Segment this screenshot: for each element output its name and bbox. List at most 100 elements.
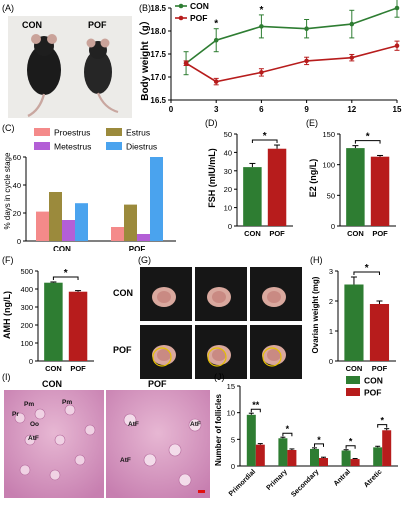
amh-bar-pof (68, 291, 88, 361)
e2-y-label: E2 (ng/L) (308, 159, 318, 198)
follicle-bar-pof-secondary (319, 458, 328, 466)
cycle-x-tick-label: CON (53, 245, 71, 251)
cycle-bar-proestrus-con (36, 211, 49, 241)
histology-con-image (4, 390, 104, 498)
fsh-y-tick-label: 40 (224, 148, 232, 157)
histology-follicle (123, 413, 137, 427)
cycle-legend-swatch (106, 128, 122, 136)
follicle-x-tick-label: Primordial (228, 468, 257, 497)
panel-b-label: (B) (139, 3, 151, 13)
ovary-tissue-center (157, 291, 171, 303)
follicle-x-tick-label: Secondary (290, 468, 320, 498)
bw-significance-star: * (214, 19, 218, 30)
mouse-label-con: CON (22, 20, 42, 30)
mouse-pof (84, 38, 119, 114)
ow-y-tick-label: 0 (329, 357, 333, 366)
histology-annotation-con: Pm (24, 401, 34, 408)
bw-point-con (304, 26, 309, 32)
follicle-bar-con-secondary (310, 448, 319, 466)
follicle-significance-star: * (317, 435, 321, 445)
bw-line-pof (185, 44, 398, 83)
histology-follicle (24, 434, 36, 446)
e2-chart: (E) E2 (ng/L) 0 50 100 150 CON POF * (306, 118, 396, 238)
bw-point-pof (183, 60, 189, 66)
histology-annotation-con: AtF (28, 435, 39, 442)
bw-point-pof (259, 70, 264, 75)
panel-a-svg: (A) CON POF (2, 3, 132, 118)
e2-bar-pof (370, 156, 390, 226)
bw-y-tick-label: 16.5 (150, 96, 166, 105)
histology-annotation-pof: AtF (128, 421, 139, 428)
bw-point-pof (213, 79, 219, 84)
ovary-tissue-center (267, 349, 281, 361)
follicle-bar-pof-primary (287, 450, 297, 466)
histology-follicle (168, 443, 182, 457)
follicle-significance-star: * (286, 424, 290, 434)
bw-x-tick-label: 15 (393, 105, 402, 114)
panel-h: (H) Ovarian weight (mg) 0 1 2 3 CON POF * (308, 253, 404, 383)
histology-annotation-pof: AtF (120, 457, 131, 464)
panel-b: (B) Body weight（g） 16.5 17.0 17.5 18.0 18.5 0… (135, 0, 404, 120)
follicle-y-label: Number of follicles (214, 393, 223, 466)
follicle-y-tick-label: 0 (231, 462, 235, 471)
histology-annotation-con: Pm (62, 399, 72, 406)
bw-x-tick-label: 9 (304, 105, 309, 114)
e2-y-tick-label: 150 (322, 130, 335, 139)
follicle-significance-star: * (349, 437, 353, 447)
histology-follicle (188, 418, 202, 432)
e2-y-tick-label: 0 (331, 222, 335, 231)
cycle-stage-chart: (C) % days in cycle stage 0 20 40 60 CON POF P… (2, 123, 176, 254)
bw-line-con (185, 7, 398, 64)
follicle-legend-label: CON (364, 376, 383, 386)
fsh-y-label: FSH (mIU/mL) (207, 148, 217, 208)
bw-significance-star: * (259, 5, 263, 16)
ovary-tissue-center (267, 291, 281, 303)
follicle-y-tick-label: 10 (227, 409, 235, 418)
bw-legend-label: CON (190, 1, 209, 11)
ow-bar-pof (369, 304, 390, 361)
follicle-significance-bracket (377, 424, 388, 428)
cycle-legend-swatch (34, 128, 50, 136)
histology-follicle (14, 412, 26, 424)
e2-x-tick-label: POF (372, 229, 388, 238)
fsh-significance-bracket (251, 139, 278, 144)
bw-x-tick-label: 6 (259, 105, 264, 114)
bw-y-tick-label: 18.5 (150, 4, 166, 13)
follicle-y-tick-label: 5 (231, 435, 235, 444)
follicle-significance-star: ** (252, 400, 260, 410)
cycle-x-tick-label: POF (129, 245, 146, 251)
panel-e: (E) E2 (ng/L) 0 50 100 150 CON POF * (304, 116, 404, 252)
ovary-photos: (G) CON POF (113, 255, 302, 379)
follicle-bar-pof-antral (350, 459, 360, 466)
amh-y-tick-label: 500 (20, 267, 33, 276)
panel-a: (A) CON POF (0, 0, 135, 120)
cycle-y-tick-label: 60 (13, 153, 21, 162)
cycle-legend-label: Diestrus (126, 142, 157, 152)
bw-point-con (213, 37, 219, 43)
histology-images: (I) CON POF Pm Pm Pr Oo AtF AtF AtF AtF (2, 372, 210, 498)
fsh-x-tick-label: CON (244, 229, 261, 238)
fsh-bar-pof (267, 148, 287, 226)
ovary-row-label-pof: POF (113, 345, 132, 355)
follicle-y-tick-label: 15 (227, 382, 235, 391)
histology-follicle (54, 434, 66, 446)
amh-x-tick-label: CON (45, 364, 62, 373)
ovary-row-label-con: CON (113, 288, 133, 298)
bw-point-pof (304, 58, 309, 64)
photo-background (8, 16, 132, 118)
ovary-highlight-circle (262, 347, 282, 367)
ovarian-weight-y-label: Ovarian weight (mg) (311, 276, 320, 353)
histology-pof-image (106, 390, 210, 498)
amh-significance-star: * (64, 268, 68, 279)
e2-x-tick-label: CON (347, 229, 364, 238)
histology-follicle (49, 469, 61, 481)
fsh-y-tick-label: 10 (224, 204, 232, 213)
ovarian-weight-chart: (H) Ovarian weight (mg) 0 1 2 3 CON POF * (310, 255, 396, 373)
histology-follicle (84, 424, 96, 436)
fsh-y-tick-label: 20 (224, 185, 232, 194)
follicle-significance-bracket (250, 408, 261, 413)
bw-x-tick-label: 3 (214, 105, 219, 114)
amh-x-tick-label: POF (70, 364, 86, 373)
bw-x-tick-label: 0 (169, 105, 174, 114)
amh-y-label: AMH (ng/L) (2, 291, 12, 339)
